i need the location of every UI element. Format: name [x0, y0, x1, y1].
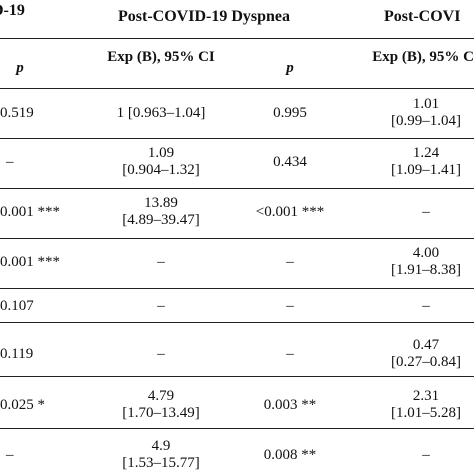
r2-c2b: [0.904–1.32] — [122, 162, 200, 178]
r4-c4a: 4.00 — [412, 245, 440, 261]
subheader-rule — [0, 88, 474, 89]
r2-c3: 0.434 — [273, 154, 307, 170]
r4-c3: – — [286, 254, 294, 270]
header-rule — [0, 38, 474, 39]
r2-c4a: 1.24 — [412, 145, 440, 161]
row-rule-4 — [0, 288, 474, 289]
r8-c1: – — [6, 447, 14, 463]
group-header-covid19: D-19 — [0, 2, 25, 19]
r6-c2a: – — [157, 346, 165, 362]
subheader-expb-2: Exp (B), 95% CI — [360, 49, 474, 66]
r5-c4a: – — [422, 298, 430, 314]
r5-c3: – — [286, 298, 294, 314]
row-rule-6 — [0, 376, 474, 377]
r4-c1: 0.001 *** — [0, 254, 60, 270]
r6-c1: 0.119 — [0, 346, 34, 362]
r3-c2b: [4.89–39.47] — [122, 212, 200, 228]
r7-c4a: 2.31 — [412, 388, 440, 404]
r4-c2a: – — [157, 254, 165, 270]
r6-c4b: [0.27–0.84] — [391, 354, 461, 370]
row-rule-3 — [0, 238, 474, 239]
r8-c3: 0.008 ** — [263, 447, 317, 463]
r6-c3: – — [286, 346, 294, 362]
r1-c3: 0.995 — [273, 105, 307, 121]
r1-c4b: [0.99–1.04] — [391, 113, 461, 129]
subheader-p-1: p — [16, 60, 24, 76]
r7-c1: 0.025 * — [0, 397, 45, 413]
r5-c1: 0.107 — [0, 298, 34, 314]
r2-c1: – — [6, 154, 14, 170]
group-header-dyspnea: Post-COVID-19 Dyspnea — [118, 8, 290, 25]
subheader-expb-1: Exp (B), 95% CI — [95, 49, 227, 66]
r7-c2a: 4.79 — [147, 388, 175, 404]
r7-c4b: [1.01–5.28] — [391, 405, 461, 421]
r3-c4a: – — [422, 204, 430, 220]
row-rule-5 — [0, 322, 474, 323]
r5-c2a: – — [157, 298, 165, 314]
r8-c2b: [1.53–15.77] — [122, 455, 200, 471]
r3-c2a: 13.89 — [144, 195, 178, 211]
subheader-p-2: p — [286, 60, 294, 76]
r2-c4b: [1.09–1.41] — [391, 162, 461, 178]
r8-c2a: 4.9 — [151, 438, 171, 454]
r8-c4a: – — [422, 447, 430, 463]
group-header-post-covid: Post-COVI — [384, 8, 461, 25]
r3-c3: <0.001 *** — [255, 204, 325, 220]
subheader-expb-2-text: Exp (B), 95% CI — [372, 49, 474, 65]
r1-c2a: 1 [0.963–1.04] — [116, 105, 206, 121]
row-rule-1 — [0, 138, 474, 139]
r3-c1: 0.001 *** — [0, 204, 60, 220]
row-rule-7 — [0, 428, 474, 429]
r7-c2b: [1.70–13.49] — [122, 405, 200, 421]
r7-c3: 0.003 ** — [263, 397, 317, 413]
r6-c4a: 0.47 — [412, 337, 440, 353]
r2-c2a: 1.09 — [147, 145, 175, 161]
r4-c4b: [1.91–8.38] — [391, 262, 461, 278]
r1-c1: 0.519 — [0, 105, 34, 121]
subheader-expb-1-text: Exp (B), 95% CI — [107, 49, 215, 65]
r1-c4a: 1.01 — [412, 96, 440, 112]
row-rule-2 — [0, 188, 474, 189]
